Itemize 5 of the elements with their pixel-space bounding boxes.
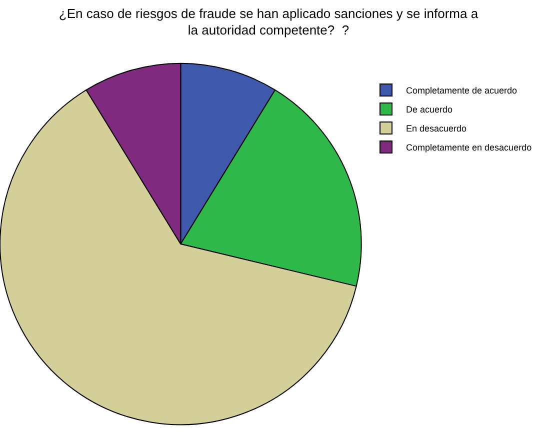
legend-label: En desacuerdo: [406, 123, 467, 134]
legend-label: Completamente de acuerdo: [406, 85, 518, 96]
legend-label: De acuerdo: [406, 104, 453, 114]
chart-title: ¿En caso de riesgos de fraude se han aplicado sanciones y se informa a la autoridad competente? ?: [58, 6, 479, 38]
legend-label: Completamente en desacuerdo: [406, 142, 532, 152]
